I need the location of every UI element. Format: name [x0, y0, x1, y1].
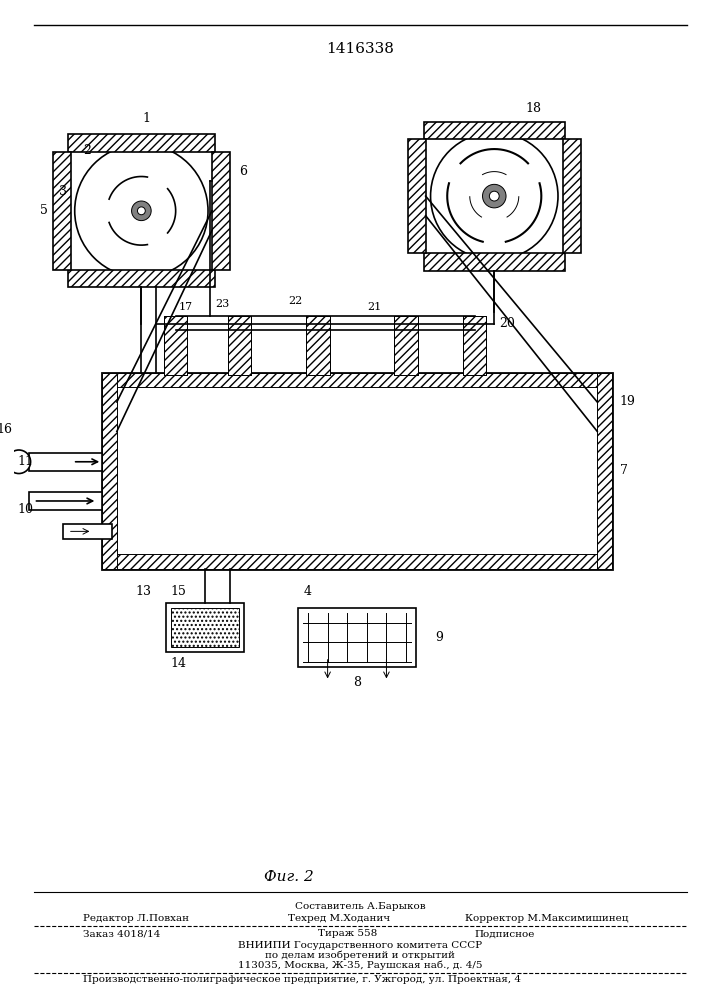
Bar	[306, 316, 329, 375]
Text: Производственно-полиграфическое предприятие, г. Ужгород, ул. Проектная, 4: Производственно-полиграфическое предприя…	[83, 975, 520, 984]
Text: 2: 2	[83, 144, 91, 157]
Text: Заказ 4018/14: Заказ 4018/14	[83, 929, 160, 938]
Bar	[563, 139, 580, 253]
Text: 11: 11	[18, 455, 33, 468]
Text: 15: 15	[171, 585, 187, 598]
Text: 9: 9	[436, 631, 443, 644]
Bar	[395, 316, 418, 375]
Text: 113035, Москва, Ж-35, Раушская наб., д. 4/5: 113035, Москва, Ж-35, Раушская наб., д. …	[238, 961, 482, 970]
Text: по делам изобретений и открытий: по делам изобретений и открытий	[265, 951, 455, 960]
Bar	[29, 453, 102, 471]
Bar	[164, 316, 187, 375]
Bar	[68, 270, 215, 287]
Text: 1: 1	[142, 112, 151, 125]
Bar	[212, 152, 230, 270]
Bar	[53, 152, 71, 270]
Text: 23: 23	[215, 299, 229, 309]
Text: 18: 18	[525, 102, 542, 115]
Circle shape	[75, 144, 208, 277]
Text: 17: 17	[179, 302, 193, 312]
Bar	[463, 316, 486, 375]
Text: Корректор М.Максимишинец: Корректор М.Максимишинец	[465, 914, 629, 923]
Bar	[463, 316, 486, 375]
Bar	[102, 373, 612, 387]
Circle shape	[132, 201, 151, 221]
Text: 13: 13	[135, 585, 151, 598]
Text: 5: 5	[40, 204, 48, 217]
Bar	[228, 316, 251, 375]
Text: Тираж 558: Тираж 558	[318, 929, 377, 938]
Bar	[102, 554, 612, 569]
Text: 8: 8	[353, 676, 361, 689]
Circle shape	[431, 132, 558, 260]
Bar	[29, 492, 102, 510]
Bar	[63, 524, 112, 539]
Text: 4: 4	[304, 585, 312, 598]
Circle shape	[489, 191, 499, 201]
Text: 16: 16	[0, 423, 12, 436]
Circle shape	[482, 184, 506, 208]
Bar	[171, 608, 240, 647]
Bar	[228, 316, 251, 375]
Text: Составитель А.Барыков: Составитель А.Барыков	[295, 902, 426, 911]
Text: 1416338: 1416338	[326, 42, 394, 56]
Bar	[408, 139, 426, 253]
Bar	[306, 316, 329, 375]
Text: Подписное: Подписное	[474, 929, 535, 938]
Text: 20: 20	[499, 317, 515, 330]
Bar	[102, 373, 117, 569]
Text: 3: 3	[59, 185, 67, 198]
Text: ВНИИПИ Государственного комитета СССР: ВНИИПИ Государственного комитета СССР	[238, 941, 482, 950]
Text: 14: 14	[171, 657, 187, 670]
Bar	[597, 373, 612, 569]
Bar	[395, 316, 418, 375]
Bar	[166, 603, 245, 652]
Text: 21: 21	[367, 302, 381, 312]
Bar	[298, 608, 416, 667]
Circle shape	[7, 450, 30, 474]
Bar	[102, 373, 612, 569]
Text: 22: 22	[288, 296, 303, 306]
Text: 7: 7	[620, 464, 628, 477]
Bar	[164, 316, 187, 375]
Text: Фиг. 2: Фиг. 2	[264, 870, 313, 884]
Bar	[423, 122, 565, 139]
Text: Редактор Л.Повхан: Редактор Л.Повхан	[83, 914, 189, 923]
Circle shape	[0, 450, 11, 474]
Circle shape	[137, 207, 146, 215]
Bar	[423, 253, 565, 271]
Text: Техред М.Ходанич: Техред М.Ходанич	[288, 914, 390, 923]
Text: 19: 19	[620, 395, 636, 408]
Text: 6: 6	[240, 165, 247, 178]
Bar	[68, 134, 215, 152]
Text: 10: 10	[18, 503, 33, 516]
